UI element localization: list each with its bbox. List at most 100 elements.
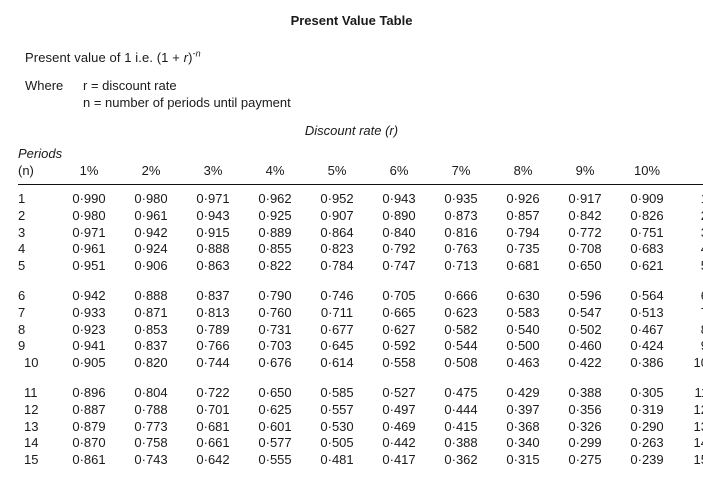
periods-label-row: Periods	[18, 145, 703, 162]
pv-factor-cell: 0·415	[444, 418, 478, 434]
pv-factor-cell: 0·645	[320, 338, 354, 354]
pv-factor-cell: 0·722	[196, 384, 230, 400]
pv-factor-cell: 0·705	[382, 287, 416, 303]
pv-factor-cell: 0·386	[630, 355, 664, 371]
table-row: 11 0·896 0·804 0·722 0·650 0·585 0·527 0·475 0·4…	[18, 385, 703, 402]
pv-factor-cell: 0·299	[568, 435, 602, 451]
pv-factor-cell: 0·853	[134, 321, 168, 337]
pv-factor-cell: 0·747	[382, 258, 416, 274]
pv-factor-cell: 0·788	[134, 401, 168, 417]
period-number-right: 4	[678, 241, 703, 258]
table-row: 14 0·870 0·758 0·661 0·577 0·505 0·442 0·388 0·3…	[18, 435, 703, 452]
pv-factor-cell: 0·444	[444, 401, 478, 417]
pv-factor-cell: 0·627	[382, 321, 416, 337]
pv-factor-cell: 0·942	[72, 287, 106, 303]
pv-factor-cell: 0·497	[382, 401, 416, 417]
pv-factor-cell: 0·961	[72, 241, 106, 257]
pv-factor-cell: 0·758	[134, 435, 168, 451]
period-number-right: 3	[678, 225, 703, 242]
period-number-right: 2	[678, 208, 703, 225]
pv-factor-cell: 0·855	[258, 241, 292, 257]
period-number-right: 14	[693, 435, 703, 451]
formula-exponent: -n	[192, 48, 201, 59]
pv-factor-cell: 0·681	[196, 418, 230, 434]
period-number-right: 7	[678, 305, 703, 322]
pv-factor-cell: 0·547	[568, 304, 602, 320]
period-number-left: 5	[18, 258, 26, 274]
pv-factor-cell: 0·666	[444, 287, 478, 303]
pv-factor-cell: 0·744	[196, 355, 230, 371]
table-row: 2 0·980 0·961 0·943 0·925 0·907 0·890 0·873 0·85…	[18, 208, 703, 225]
pv-factor-cell: 0·804	[134, 384, 168, 400]
table-header: Periods (n) 1% 2% 3% 4% 5% 6% 7% 8% 9% 1…	[18, 145, 703, 185]
rate-header-4pct: 4%	[265, 163, 285, 178]
pv-factor-cell: 0·906	[134, 258, 168, 274]
period-number-right: 12	[693, 401, 703, 417]
pv-factor-cell: 0·677	[320, 321, 354, 337]
where-definitions: r = discount rate n = number of periods …	[83, 77, 291, 111]
pv-factor-cell: 0·961	[134, 207, 168, 223]
pv-factor-cell: 0·527	[382, 384, 416, 400]
pv-factor-cell: 0·962	[258, 191, 292, 206]
rate-header-9pct: 9%	[575, 163, 595, 178]
pv-factor-cell: 0·429	[506, 384, 540, 400]
pv-factor-cell: 0·909	[630, 191, 664, 206]
pv-factor-cell: 0·879	[72, 418, 106, 434]
right-periods-header-spacer	[678, 162, 703, 185]
pv-factor-cell: 0·388	[568, 384, 602, 400]
pv-factor-cell: 0·502	[568, 321, 602, 337]
pv-factor-cell: 0·907	[320, 207, 354, 223]
pv-factor-cell: 0·890	[382, 207, 416, 223]
period-number-left: 4	[18, 241, 26, 257]
pv-factor-cell: 0·623	[444, 304, 478, 320]
pv-factor-cell: 0·896	[72, 384, 106, 400]
pv-factor-cell: 0·601	[258, 418, 292, 434]
pv-factor-cell: 0·888	[196, 241, 230, 257]
pv-factor-cell: 0·871	[134, 304, 168, 320]
pv-factor-cell: 0·820	[134, 355, 168, 371]
pv-factor-cell: 0·837	[134, 338, 168, 354]
where-definition-r: r = discount rate	[83, 78, 177, 93]
pv-factor-cell: 0·463	[506, 355, 540, 371]
period-number-left: 9	[18, 338, 26, 354]
pv-factor-cell: 0·942	[134, 224, 168, 240]
table-row: 8 0·923 0·853 0·789 0·731 0·677 0·627 0·582 0·54…	[18, 322, 703, 339]
rate-header-row: (n) 1% 2% 3% 4% 5% 6% 7% 8% 9% 10%	[18, 162, 703, 185]
pv-factor-cell: 0·555	[258, 452, 292, 468]
pv-factor-cell: 0·926	[506, 191, 540, 206]
pv-factor-cell: 0·873	[444, 207, 478, 223]
formula-r-symbol: r	[183, 50, 189, 65]
pv-factor-cell: 0·864	[320, 224, 354, 240]
where-definition-n: n = number of periods until payment	[83, 95, 291, 110]
pv-factor-cell: 0·422	[568, 355, 602, 371]
periods-label-filler	[120, 145, 703, 162]
pv-factor-cell: 0·239	[630, 452, 664, 468]
pv-factor-cell: 0·837	[196, 287, 230, 303]
page-title: Present Value Table	[290, 13, 413, 28]
rate-header-5pct: 5%	[327, 163, 347, 178]
pv-factor-cell: 0·889	[258, 224, 292, 240]
pv-factor-cell: 0·513	[630, 304, 664, 320]
table-row: 1 0·990 0·980 0·971 0·962 0·952 0·943 0·935 0·92…	[18, 185, 703, 208]
pv-factor-cell: 0·863	[196, 258, 230, 274]
pv-factor-cell: 0·424	[630, 338, 664, 354]
pv-factor-cell: 0·933	[72, 304, 106, 320]
pv-factor-cell: 0·557	[320, 401, 354, 417]
pv-factor-cell: 0·505	[320, 435, 354, 451]
pv-factor-cell: 0·540	[506, 321, 540, 337]
pv-factor-cell: 0·708	[568, 241, 602, 257]
pv-factor-cell: 0·731	[258, 321, 292, 337]
pv-factor-cell: 0·941	[72, 338, 106, 354]
pv-factor-cell: 0·925	[258, 207, 292, 223]
table-row: 4 0·961 0·924 0·888 0·855 0·823 0·792 0·763 0·73…	[18, 241, 703, 258]
pv-factor-cell: 0·642	[196, 452, 230, 468]
pv-factor-cell: 0·971	[196, 191, 230, 206]
pv-factor-cell: 0·368	[506, 418, 540, 434]
rate-header-8pct: 8%	[513, 163, 533, 178]
table-row: 3 0·971 0·942 0·915 0·889 0·864 0·840 0·816 0·79…	[18, 225, 703, 242]
pv-factor-cell: 0·760	[258, 304, 292, 320]
table-row: 6 0·942 0·888 0·837 0·790 0·746 0·705 0·666 0·63…	[18, 288, 703, 305]
pv-factor-cell: 0·823	[320, 241, 354, 257]
pv-factor-cell: 0·582	[444, 321, 478, 337]
